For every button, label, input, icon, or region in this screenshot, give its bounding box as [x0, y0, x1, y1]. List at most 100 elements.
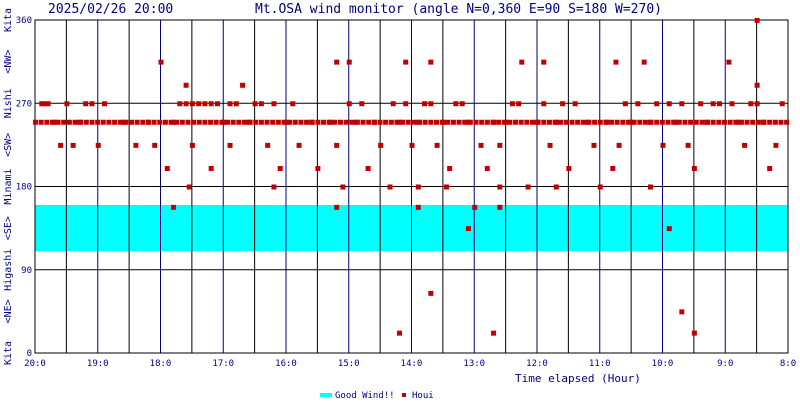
y-tick-label: 270 [16, 99, 32, 109]
data-point-dense [72, 119, 78, 125]
y-tick-label: 360 [16, 16, 32, 26]
data-point-dense [422, 119, 428, 125]
data-point [726, 59, 732, 65]
data-point-dense [129, 119, 135, 125]
data-point [64, 101, 70, 107]
data-point-dense [620, 119, 626, 125]
data-point [70, 142, 76, 148]
data-point-dense [337, 119, 343, 125]
data-point [566, 166, 572, 171]
data-point [472, 204, 478, 210]
legend-marker-swatch [402, 393, 406, 397]
data-point [415, 204, 421, 210]
data-point [189, 101, 195, 107]
data-point-dense [61, 119, 67, 125]
data-point-dense [558, 119, 564, 125]
data-point-dense [140, 119, 146, 125]
data-point-dense [597, 119, 603, 125]
data-point [773, 142, 779, 148]
x-tick-label: 20:0 [24, 359, 46, 369]
data-point-dense [112, 119, 118, 125]
data-point-dense [428, 119, 434, 125]
y-tick-label: 180 [16, 183, 32, 193]
data-point-dense [439, 119, 445, 125]
data-point-dense [49, 119, 55, 125]
data-point-dense [371, 119, 377, 125]
data-point [346, 59, 352, 65]
data-point-dense [287, 119, 293, 125]
data-point-dense [518, 119, 524, 125]
data-point-dense [569, 119, 575, 125]
data-point-dense [309, 119, 315, 125]
data-point [484, 166, 490, 171]
data-point-dense [535, 119, 541, 125]
data-point-dense [394, 119, 400, 125]
direction-labels: Kita <NE> Higashi <SE> Minami <SW> Nishi <NW> Ki… [3, 8, 14, 365]
data-point-dense [185, 119, 191, 125]
data-point-dense [134, 119, 140, 125]
data-point [365, 166, 371, 171]
data-point [459, 101, 465, 107]
data-point [547, 142, 553, 148]
data-point [252, 101, 258, 107]
data-point-dense [654, 119, 660, 125]
x-tick-label: 8:0 [780, 359, 796, 369]
x-tick-label: 15:0 [338, 359, 360, 369]
data-point-dense [123, 119, 129, 125]
data-point-dense [106, 119, 112, 125]
data-point-dense [716, 119, 722, 125]
data-point-dense [580, 119, 586, 125]
data-point-dense [575, 119, 581, 125]
data-point [754, 101, 760, 107]
data-point-dense [366, 119, 372, 125]
data-point [754, 82, 760, 88]
data-point [409, 142, 415, 148]
data-point [415, 184, 421, 190]
data-point [58, 142, 64, 148]
direction-label: <NE> [3, 299, 14, 323]
x-tick-label: 16:0 [275, 359, 297, 369]
data-point-dense [191, 119, 197, 125]
data-point [186, 184, 192, 190]
data-point [164, 166, 170, 171]
data-point [95, 142, 101, 148]
data-point [541, 101, 547, 107]
data-point [277, 166, 283, 171]
data-point [284, 119, 289, 125]
data-point [465, 226, 471, 232]
data-point [525, 184, 531, 190]
data-point [183, 101, 189, 107]
data-point-dense [411, 119, 417, 125]
data-point-dense [343, 119, 349, 125]
direction-label: Higashi [3, 249, 14, 291]
y-tick-label: 90 [21, 266, 32, 276]
data-point-dense [219, 119, 225, 125]
data-point [622, 101, 628, 107]
data-point [227, 101, 233, 107]
data-point-dense [659, 119, 665, 125]
data-point-dense [55, 119, 61, 125]
data-point [202, 101, 208, 107]
data-point [183, 82, 189, 88]
data-points [33, 18, 790, 336]
data-point [679, 309, 685, 315]
data-point-dense [507, 119, 513, 125]
data-point [509, 101, 515, 107]
data-point [428, 59, 434, 65]
data-point-dense [247, 119, 253, 125]
data-point-dense [145, 119, 151, 125]
data-point [767, 166, 773, 171]
data-point-dense [241, 119, 247, 125]
data-point-dense [445, 119, 451, 125]
data-point [208, 101, 214, 107]
legend-marker-label: Houi [412, 391, 434, 400]
x-tick-label: 9:0 [717, 359, 733, 369]
data-point-dense [354, 119, 360, 125]
data-point [396, 330, 402, 336]
data-point-dense [546, 119, 552, 125]
data-point [591, 142, 597, 148]
data-point [290, 101, 296, 107]
data-point [296, 142, 302, 148]
data-point-dense [665, 119, 671, 125]
